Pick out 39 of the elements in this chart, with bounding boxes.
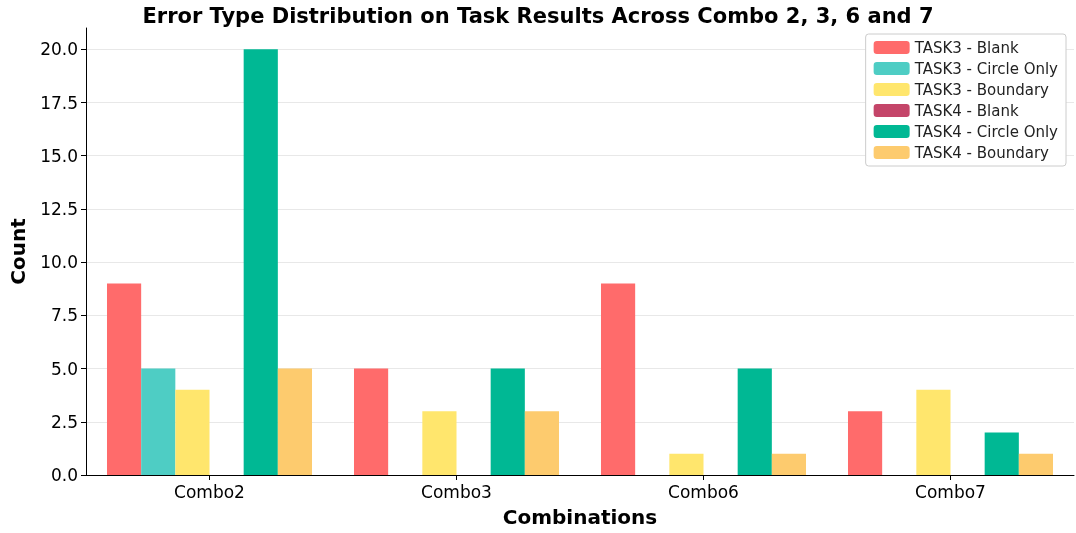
y-tick-label: 10.0	[40, 252, 78, 273]
legend-label: TASK4 - Circle Only	[913, 122, 1059, 141]
bar	[1018, 453, 1053, 475]
y-tick-label: 5.0	[50, 358, 78, 379]
y-tick-label: 20.0	[40, 39, 78, 60]
legend-label: TASK3 - Blank	[913, 38, 1019, 57]
x-tick-label: Combo7	[915, 481, 986, 502]
bar	[141, 368, 176, 475]
x-axis-title: Combinations	[502, 505, 658, 529]
bar	[848, 411, 883, 475]
y-axis-title: Count	[6, 217, 30, 285]
y-tick-label: 17.5	[40, 92, 78, 113]
bar	[106, 283, 142, 475]
bar	[771, 453, 807, 475]
x-tick-label: Combo2	[174, 481, 245, 502]
bar	[916, 389, 951, 475]
bar	[524, 411, 560, 475]
bar	[422, 411, 457, 475]
legend-label: TASK4 - Boundary	[913, 143, 1050, 162]
y-tick-label: 0.0	[50, 465, 78, 485]
bar	[490, 368, 525, 475]
y-tick-label: 15.0	[40, 145, 78, 166]
bar	[175, 389, 210, 475]
bar	[737, 368, 772, 475]
bar	[669, 453, 704, 475]
legend-label: TASK3 - Circle Only	[913, 59, 1059, 78]
chart-title: Error Type Distribution on Task Results Across Combo 2, 3, 6 and 7	[142, 3, 934, 28]
bar	[984, 432, 1019, 475]
y-tick-label: 7.5	[50, 305, 78, 326]
bar	[277, 368, 313, 475]
x-tick-label: Combo6	[668, 481, 739, 502]
legend-label: TASK4 - Blank	[913, 101, 1019, 120]
x-tick-label: Combo3	[421, 481, 492, 502]
bar	[354, 368, 389, 475]
bar	[243, 49, 278, 475]
legend-label: TASK3 - Boundary	[913, 80, 1050, 99]
y-tick-label: 2.5	[50, 411, 78, 432]
y-tick-label: 12.5	[40, 198, 78, 219]
bar	[601, 283, 636, 475]
